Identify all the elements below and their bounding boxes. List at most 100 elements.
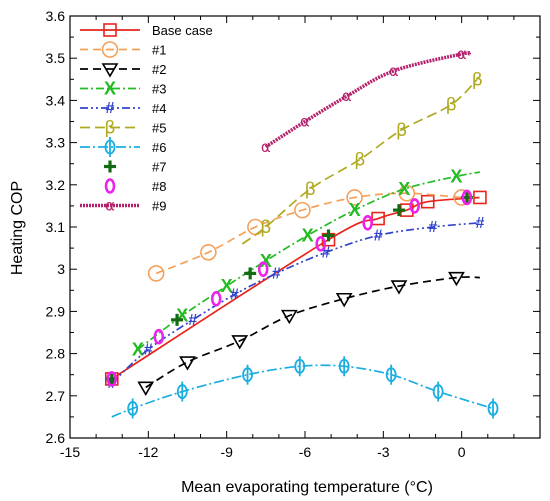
legend-marker: α (105, 197, 115, 215)
legend-marker (104, 178, 116, 194)
y-tick-label: 2.7 (46, 388, 66, 404)
data-point: X (398, 179, 410, 199)
legend-marker (104, 137, 116, 157)
data-point (231, 335, 249, 350)
legend-marker: # (106, 100, 115, 117)
data-point (106, 371, 118, 387)
data-point (147, 265, 165, 282)
svg-text:X: X (260, 251, 272, 271)
data-point (200, 244, 217, 261)
svg-text:α: α (342, 87, 352, 105)
legend: Base case #1 #2 X #3 # #4 β #5 #6 #7 #8 α #9 (80, 23, 213, 215)
svg-text:X: X (349, 200, 361, 220)
data-point: β (260, 217, 272, 238)
y-tick-label: 3.6 (46, 8, 66, 24)
legend-marker: X (104, 79, 116, 99)
legend-label: #9 (152, 199, 166, 214)
series-line (264, 51, 472, 149)
series-line (111, 196, 480, 380)
data-point (420, 194, 435, 209)
y-tick-label: 3 (57, 261, 65, 277)
data-point: X (260, 251, 272, 271)
axes: -15 -12 -9 -6 -3 0 2.6 2.7 2.8 2.9 3 3.1 3.2 3.3 3.4 3.… (46, 8, 541, 460)
svg-text:#: # (188, 312, 197, 329)
y-tick-label: 3.1 (46, 219, 66, 235)
data-point (179, 356, 196, 371)
legend-label: Base case (152, 23, 213, 38)
legend-label: #1 (152, 43, 166, 58)
data-point (315, 236, 326, 252)
svg-text:β: β (260, 217, 272, 238)
svg-text:β: β (354, 149, 366, 170)
svg-text:X: X (398, 179, 410, 199)
x-tick-label: -12 (138, 444, 158, 460)
series-line (155, 192, 480, 275)
y-tick-label: 3.4 (46, 92, 66, 108)
series-line (137, 171, 481, 351)
data-point (385, 364, 397, 385)
legend-label: #2 (152, 62, 166, 77)
legend-label: #6 (152, 140, 166, 155)
data-point: # (374, 227, 383, 244)
legend-label: #5 (152, 121, 166, 136)
svg-text:β: β (104, 118, 116, 139)
data-point: α (342, 87, 352, 105)
legend-entry: #6 (80, 137, 166, 157)
data-point: X (302, 225, 314, 245)
data-point (448, 271, 465, 287)
data-point (244, 267, 257, 280)
data-point: α (300, 113, 310, 131)
data-point: β (304, 179, 316, 200)
data-point (171, 313, 184, 326)
data-point (432, 381, 444, 402)
data-point: β (354, 149, 366, 170)
data-point (335, 292, 353, 308)
svg-text:#: # (144, 341, 153, 358)
svg-text:β: β (396, 120, 408, 141)
data-point: # (144, 341, 153, 358)
legend-marker: β (104, 118, 116, 139)
legend-entry: β #5 (80, 118, 166, 139)
legend-entry: #1 (80, 41, 166, 58)
svg-text:#: # (321, 244, 330, 261)
series-7 (111, 356, 499, 419)
series-line (145, 276, 480, 389)
data-point (242, 364, 253, 385)
data-point (461, 189, 473, 206)
data-point: # (188, 312, 197, 329)
svg-text:#: # (374, 227, 383, 244)
y-axis-title: Heating COP (9, 181, 26, 275)
legend-marker (103, 23, 117, 37)
data-point: α (457, 45, 467, 63)
data-point (390, 280, 408, 295)
legend-entry: Base case (80, 23, 213, 38)
data-point: # (230, 287, 239, 304)
data-point (398, 184, 416, 202)
y-tick-label: 2.8 (46, 346, 66, 362)
data-point (210, 290, 222, 307)
x-axis-title: Mean evaporating temperature (°C) (181, 479, 433, 496)
series-8 (105, 191, 473, 385)
legend-entry: #2 (80, 62, 166, 78)
series-9 (106, 189, 473, 387)
svg-text:β: β (445, 95, 457, 116)
data-point (322, 229, 335, 242)
legend-entry: #8 (104, 178, 166, 194)
data-point: X (349, 200, 361, 220)
legend-label: #7 (152, 160, 166, 175)
data-point (362, 214, 373, 231)
svg-text:β: β (472, 69, 484, 90)
data-point: # (428, 219, 437, 236)
data-point: # (272, 265, 281, 282)
y-tick-label: 3.2 (46, 177, 66, 193)
y-tick-label: 2.6 (46, 430, 66, 446)
data-point (409, 198, 420, 214)
series-10: α α α α α (261, 45, 472, 156)
data-point: X (221, 276, 233, 296)
data-point (127, 398, 139, 419)
data-point: # (475, 215, 484, 232)
svg-text:#: # (428, 219, 437, 236)
